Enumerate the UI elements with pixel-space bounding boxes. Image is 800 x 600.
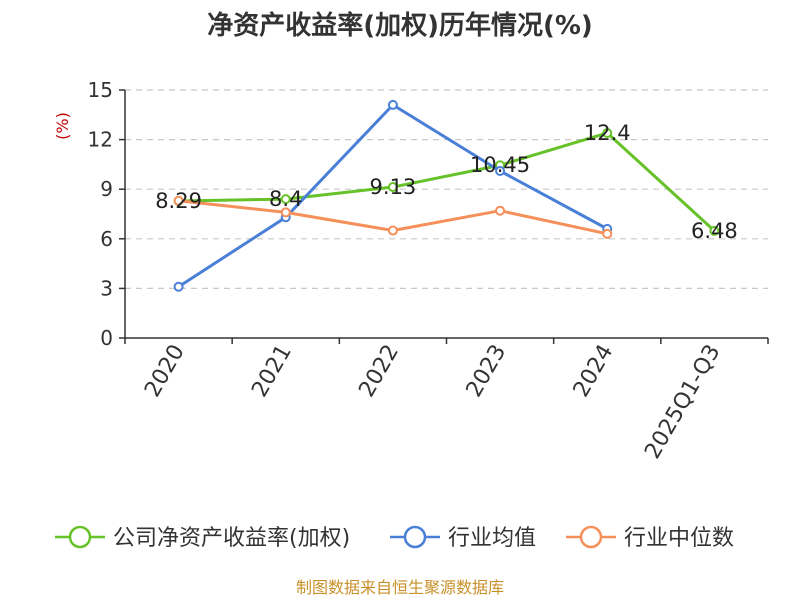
x-tick-label: 2022 <box>354 341 404 402</box>
series-point-2 <box>280 207 291 218</box>
y-tick-label: 6 <box>100 227 113 251</box>
series-point-0 <box>387 182 398 193</box>
data-label: 12.4 <box>584 121 631 145</box>
series-point-0 <box>280 194 291 205</box>
series-point-1 <box>173 281 184 292</box>
data-label: 8.4 <box>269 187 302 211</box>
x-tick-label: 2023 <box>462 341 512 402</box>
legend-swatch-marker <box>403 525 427 549</box>
series-point-1 <box>495 166 506 177</box>
legend-swatch-marker <box>68 525 92 549</box>
series-point-0 <box>602 127 613 138</box>
series-point-2 <box>173 195 184 206</box>
x-tick-label: 2024 <box>569 341 619 402</box>
series-lines <box>173 99 720 292</box>
legend-label: 公司净资产收益率(加权) <box>113 526 350 551</box>
data-label: 10.45 <box>470 153 530 177</box>
y-tick-label: 0 <box>100 326 113 350</box>
series-point-2 <box>387 225 398 236</box>
source-note: 制图数据来自恒生聚源数据库 <box>296 578 504 597</box>
data-labels: 8.29 8.4 9.13 10.45 12.4 6.48 <box>155 121 738 243</box>
x-tick-label: 2020 <box>140 341 190 402</box>
x-tick-label: 2021 <box>247 341 297 402</box>
legend-swatch-marker <box>579 525 603 549</box>
series-point-0 <box>709 225 720 236</box>
x-tick-label: 2025Q1-Q3 <box>640 341 725 464</box>
data-label: 6.48 <box>691 219 738 243</box>
legend-label: 行业均值 <box>448 526 536 551</box>
series-point-2 <box>602 228 613 239</box>
series-line-0 <box>178 131 716 232</box>
legend: 公司净资产收益率(加权) 行业均值 行业中位数 <box>55 525 734 551</box>
y-axis-unit-label: (%) <box>53 112 72 140</box>
y-tick-label: 9 <box>100 177 113 201</box>
chart-title: 净资产收益率(加权)历年情况(%) <box>207 10 593 41</box>
series-point-2 <box>495 205 506 216</box>
data-label: 8.29 <box>155 189 202 213</box>
data-label: 9.13 <box>370 175 417 199</box>
axes: 0 3 6 9 12 15 2020 2021 2022 2023 2024 2025Q1-Q3 <box>88 78 769 464</box>
y-tick-label: 3 <box>100 276 113 300</box>
y-tick-label: 15 <box>88 78 113 102</box>
legend-label: 行业中位数 <box>624 526 734 551</box>
y-tick-label: 12 <box>88 128 113 152</box>
series-point-1 <box>387 99 398 110</box>
